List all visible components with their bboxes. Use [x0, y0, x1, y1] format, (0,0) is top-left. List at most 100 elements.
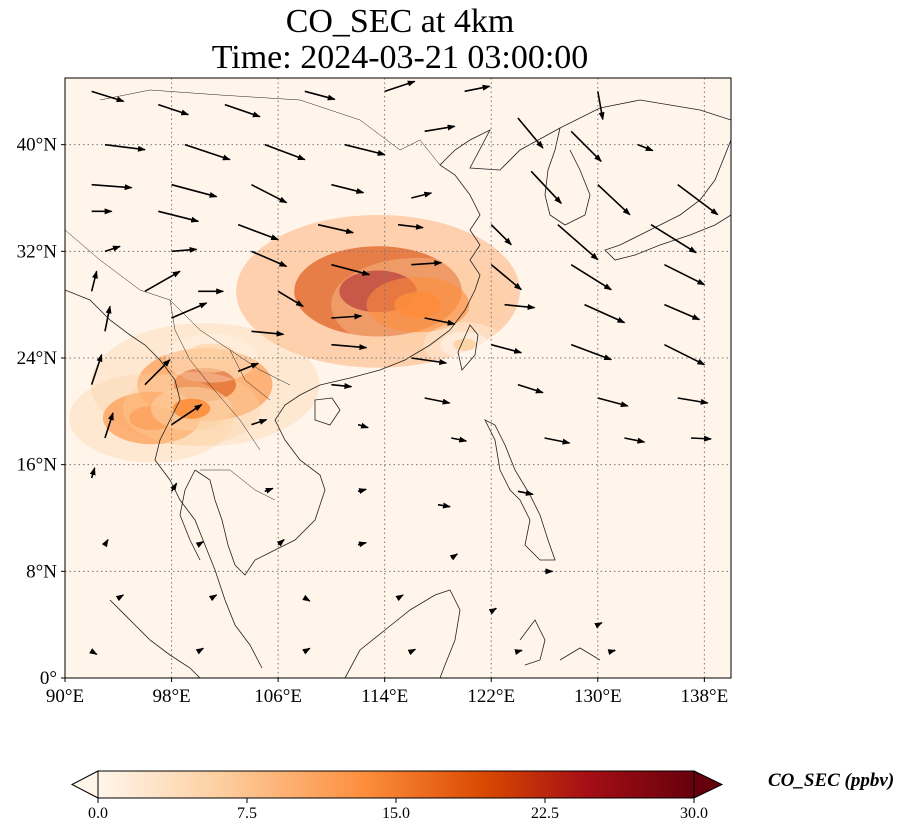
coastline-china	[194, 99, 731, 576]
wind-arrow	[584, 303, 626, 324]
wind-arrow	[488, 607, 498, 615]
wind-arrow	[104, 143, 146, 152]
colorbar-tick: 0.0	[88, 805, 108, 822]
wind-vectors	[89, 80, 719, 656]
wind-arrow	[677, 397, 709, 405]
coastline-sulawesi	[519, 619, 601, 666]
coastline-hainan	[314, 397, 341, 426]
wind-arrow	[407, 648, 417, 656]
wind-arrow	[171, 246, 198, 253]
wind-arrow	[208, 594, 218, 602]
wind-arrow	[276, 539, 285, 547]
wind-arrow	[597, 397, 629, 408]
concentration-hotspot	[394, 291, 442, 318]
wind-arrow	[677, 184, 719, 216]
wind-arrow	[171, 183, 218, 198]
colorbar-label: CO_SEC (ppbv)	[768, 770, 895, 791]
wind-arrow	[664, 303, 701, 321]
colorbar-min-extend	[70, 770, 99, 799]
y-tick-label: 40°N	[17, 135, 58, 156]
concentration-hotspot	[199, 351, 224, 365]
y-tick-label: 24°N	[17, 348, 58, 369]
concentration-hotspot	[453, 338, 476, 351]
wind-arrow	[104, 245, 121, 253]
map-frame	[64, 77, 732, 679]
wind-arrow	[171, 404, 203, 426]
x-tick-label: 106°E	[254, 686, 302, 707]
coastline-korea	[544, 127, 591, 226]
x-tick-label: 122°E	[467, 686, 515, 707]
wind-arrow	[464, 84, 491, 93]
wind-arrow	[304, 90, 336, 101]
wind-arrow	[251, 330, 285, 337]
wind-arrow	[331, 263, 371, 276]
wind-arrow	[424, 397, 451, 405]
wind-arrow	[491, 343, 523, 354]
colorbar-max-extend	[693, 770, 724, 799]
wind-arrow	[424, 317, 456, 326]
x-tick-label: 138°E	[681, 686, 729, 707]
wind-arrow	[517, 490, 534, 496]
wind-arrow	[437, 502, 451, 509]
wind-arrow	[449, 553, 459, 561]
wind-arrow	[570, 343, 613, 361]
wind-arrow	[357, 422, 369, 429]
wind-arrow	[637, 143, 654, 152]
concentration-hotspot	[172, 398, 211, 419]
colorbar-tick: 22.5	[531, 805, 559, 822]
wind-arrow	[91, 183, 133, 191]
x-tick-label: 90°E	[46, 686, 84, 707]
colorbar	[70, 770, 724, 803]
coastline-philippines	[484, 419, 556, 561]
wind-arrow	[115, 594, 125, 602]
x-tick-label: 130°E	[574, 686, 622, 707]
wind-arrow	[504, 303, 536, 310]
wind-arrow	[530, 170, 562, 205]
graticule	[65, 78, 731, 678]
wind-arrow	[302, 647, 311, 655]
wind-arrow	[90, 353, 103, 385]
wind-arrow	[624, 437, 646, 444]
wind-arrow	[144, 358, 171, 386]
map-title-line1: CO_SEC at 4km	[285, 3, 515, 40]
wind-arrow	[195, 540, 205, 548]
y-tick-label: 0°	[40, 668, 57, 689]
wind-arrow	[544, 437, 571, 445]
wind-arrow	[664, 263, 706, 286]
wind-arrow	[397, 223, 424, 230]
colorbar-ramp	[98, 771, 694, 798]
wind-arrow	[357, 488, 368, 494]
wind-arrow	[157, 103, 190, 116]
y-tick-label: 16°N	[17, 455, 58, 476]
wind-arrow	[277, 290, 304, 308]
wind-arrow	[331, 183, 365, 194]
wind-arrow	[331, 313, 363, 320]
wind-arrow	[237, 362, 260, 373]
wind-arrow	[251, 183, 288, 204]
wind-arrow	[195, 647, 205, 655]
wind-arrow	[570, 130, 602, 163]
wind-arrow	[411, 260, 443, 267]
x-axis-ticks: 90°E 98°E 106°E 114°E 122°E 130°E 138°E	[46, 678, 728, 707]
wind-arrow	[170, 482, 178, 492]
wind-arrow	[101, 538, 109, 548]
x-tick-label: 114°E	[361, 686, 408, 707]
wind-arrow	[104, 412, 114, 439]
y-axis-ticks: 0° 8°N 16°N 24°N 32°N 40°N	[17, 135, 65, 689]
wind-arrow	[490, 264, 523, 291]
colorbar-tick: 15.0	[382, 805, 410, 822]
wind-arrow	[104, 305, 112, 332]
wind-arrow	[89, 467, 96, 479]
wind-arrow	[597, 91, 605, 121]
y-tick-label: 8°N	[26, 561, 57, 582]
wind-arrow	[224, 103, 261, 118]
wind-arrow	[331, 382, 353, 389]
wind-arrow	[89, 648, 98, 656]
wind-arrow	[171, 302, 208, 319]
wind-arrow	[594, 621, 603, 629]
wind-arrow	[251, 250, 288, 268]
wind-arrow	[424, 124, 456, 133]
coastline-taiwan	[457, 324, 479, 371]
map-title-line2: Time: 2024-03-21 03:00:00	[211, 39, 589, 76]
